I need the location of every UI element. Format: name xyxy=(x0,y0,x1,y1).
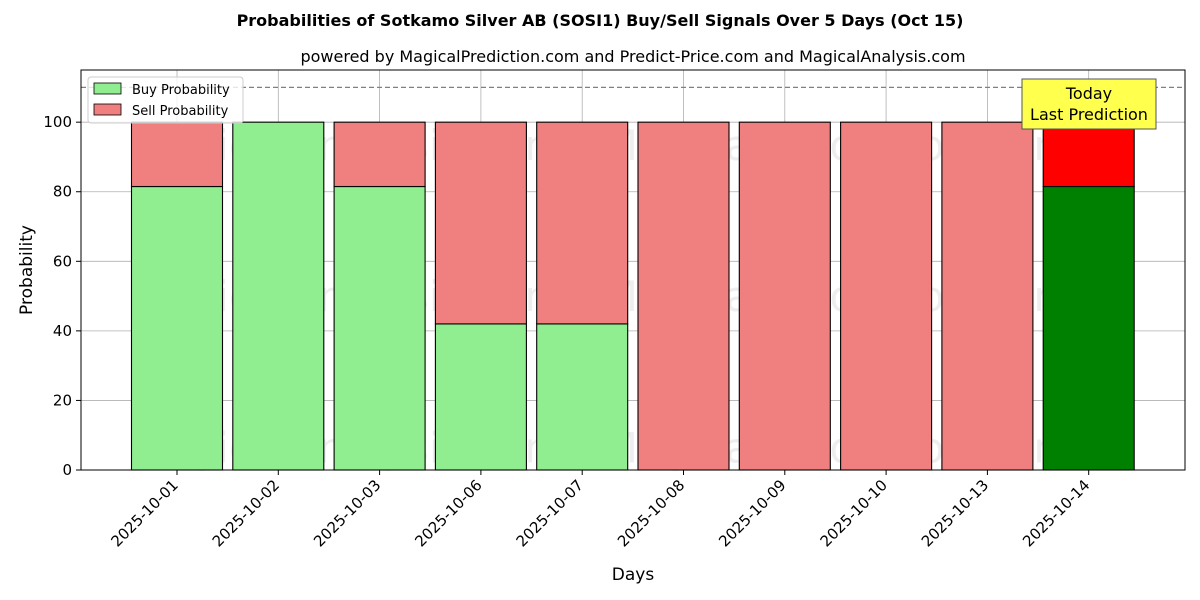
legend: Buy Probability Sell Probability xyxy=(87,76,244,124)
annotation-background xyxy=(1021,78,1157,130)
x-tick-label: 2025-10-14 xyxy=(1019,476,1093,550)
bar-sell xyxy=(840,121,933,471)
x-tick-label: 2025-10-10 xyxy=(817,476,891,550)
chart-title: Probabilities of Sotkamo Silver AB (SOSI… xyxy=(237,11,964,30)
bar-buy xyxy=(1042,185,1135,471)
legend-swatch-sell xyxy=(93,103,122,116)
x-tick-label: 2025-10-08 xyxy=(614,476,688,550)
bars xyxy=(130,121,1135,471)
bar-buy xyxy=(130,185,224,471)
plot-frame xyxy=(80,69,1186,471)
x-tick-label: 2025-10-09 xyxy=(715,476,789,550)
x-tick-label: 2025-10-02 xyxy=(209,476,283,550)
y-tick-label: 40 xyxy=(53,322,72,340)
x-tick-label: 2025-10-03 xyxy=(310,476,384,550)
bar-buy xyxy=(536,323,629,471)
x-axis-label: Days xyxy=(612,565,655,585)
bar-sell xyxy=(434,121,527,325)
y-tick-label: 80 xyxy=(53,183,72,201)
bar-sell xyxy=(333,121,426,188)
bar-sell xyxy=(536,121,629,325)
bar-sell xyxy=(130,121,224,188)
bar-sell xyxy=(1042,121,1135,188)
y-tick-label: 0 xyxy=(62,461,72,479)
legend-swatch-buy xyxy=(93,82,122,95)
x-tick-label: 2025-10-06 xyxy=(411,476,485,550)
x-tick-label: 2025-10-01 xyxy=(107,476,181,550)
annotation-box: Today Last Prediction xyxy=(1021,78,1157,130)
legend-label-buy: Buy Probability xyxy=(132,83,230,98)
legend-label-sell: Sell Probability xyxy=(132,104,229,119)
annotation-line-2: Last Prediction xyxy=(1030,105,1148,124)
bar-sell xyxy=(738,121,831,471)
annotation-line-1: Today xyxy=(1065,84,1112,103)
bar-sell xyxy=(637,121,730,471)
y-tick-label: 20 xyxy=(53,391,72,409)
y-axis-label: Probability xyxy=(17,225,37,315)
y-tick-label: 60 xyxy=(53,252,72,270)
x-tick-label: 2025-10-07 xyxy=(513,476,587,550)
x-tick-label: 2025-10-13 xyxy=(918,476,992,550)
chart-subtitle: powered by MagicalPrediction.com and Pre… xyxy=(300,47,965,66)
bar-buy xyxy=(333,185,426,471)
bar-buy xyxy=(232,121,325,471)
y-tick-label: 100 xyxy=(43,113,72,131)
bar-sell xyxy=(941,121,1034,471)
legend-frame xyxy=(87,76,244,124)
bar-buy xyxy=(434,323,527,471)
